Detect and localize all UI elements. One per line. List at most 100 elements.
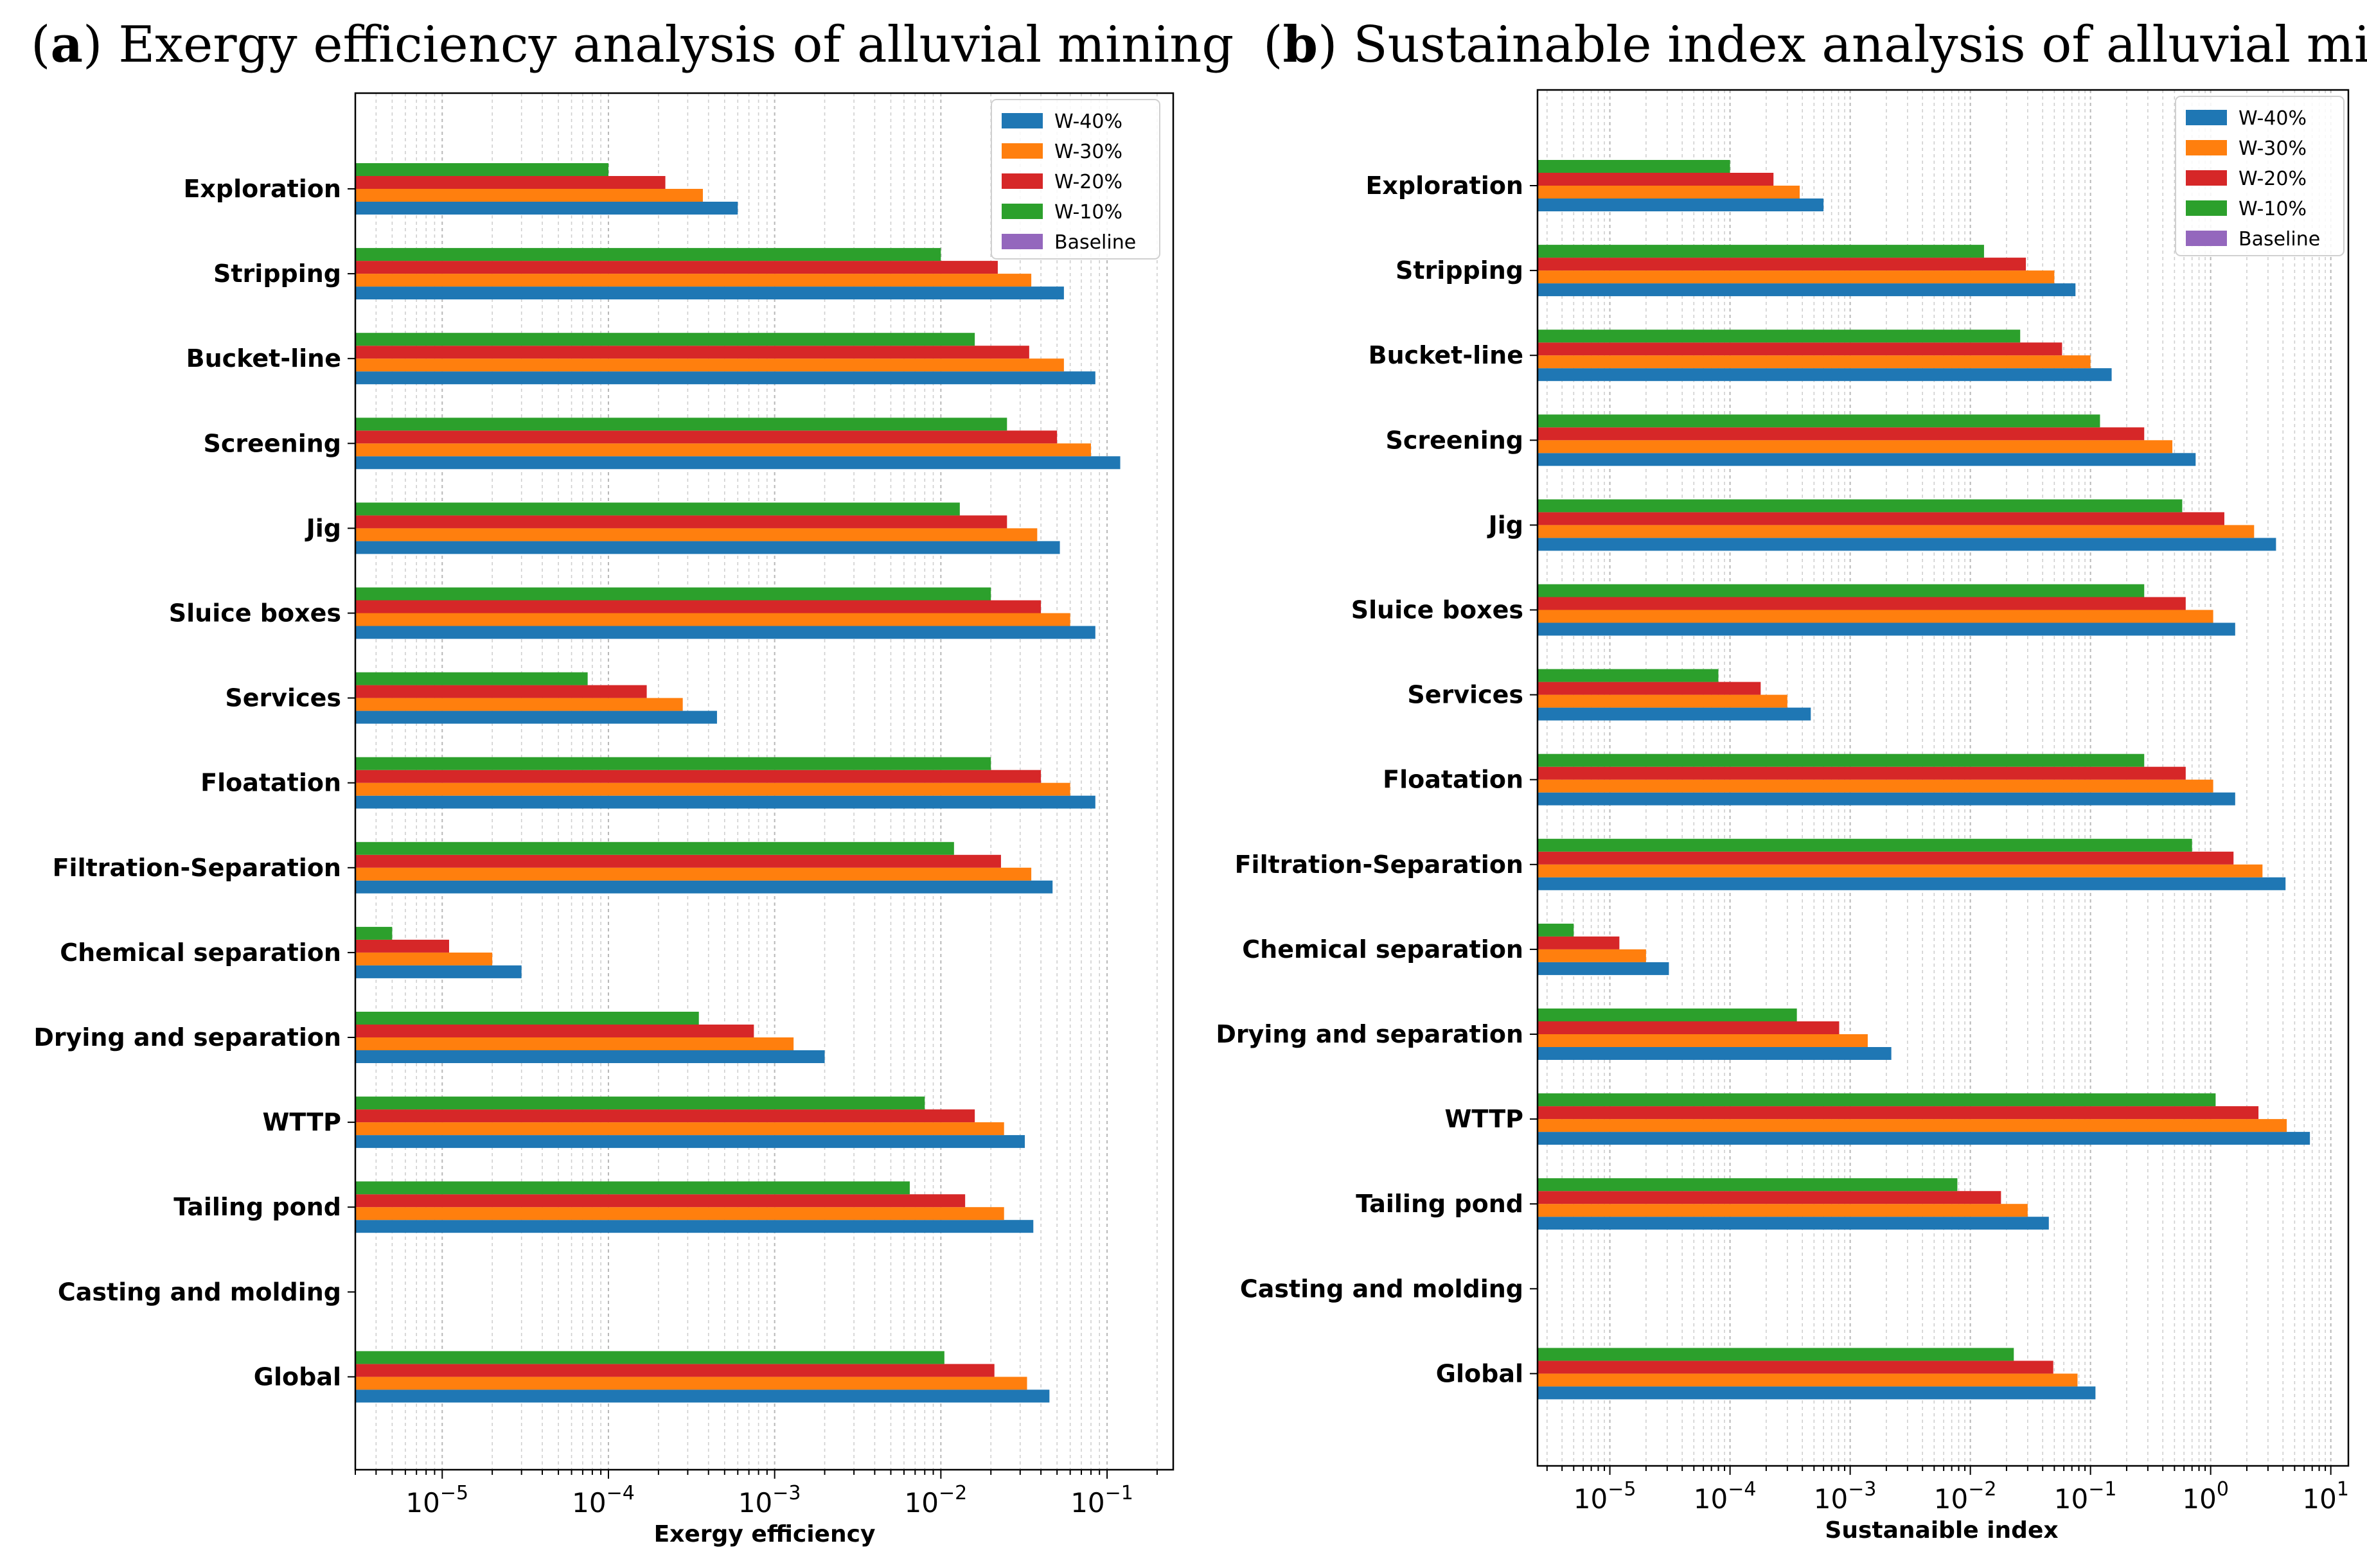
legend-swatch (2186, 140, 2227, 155)
bar-w-30pct-global (1538, 1373, 2078, 1387)
bar-w-20pct-sluice-boxes (1538, 597, 2186, 610)
bar-w-40pct-sluice-boxes (1538, 622, 2235, 636)
bar-w-10pct-screening (355, 418, 1007, 431)
bar-w-10pct-sluice-boxes (355, 587, 991, 601)
x-tick-label: 10−5 (1574, 1478, 1636, 1515)
bar-w-30pct-stripping (355, 274, 1032, 287)
bar-w-40pct-tailing-pond (355, 1220, 1034, 1233)
x-tick-label: 10−3 (738, 1482, 801, 1519)
category-label: Screening (1385, 426, 1523, 454)
bar-w-30pct-tailing-pond (1538, 1204, 2028, 1217)
legend-swatch (2186, 170, 2227, 186)
bar-w-20pct-global (1538, 1361, 2053, 1374)
legend-swatch (2186, 110, 2227, 125)
legend-swatch (1002, 113, 1043, 128)
panel-a-xlabel: Exergy efficiency (654, 1521, 876, 1547)
bar-w-20pct-floatation (1538, 766, 2186, 780)
bar-w-40pct-screening (1538, 453, 2196, 466)
category-label: Services (225, 684, 341, 712)
bar-w-30pct-wttp (355, 1122, 1004, 1136)
bar-w-30pct-tailing-pond (355, 1207, 1004, 1220)
category-label: Exploration (1365, 172, 1523, 200)
bar-w-30pct-services (1538, 694, 1787, 708)
bar-w-40pct-global (355, 1389, 1050, 1403)
bar-w-20pct-bucket-line (1538, 342, 2062, 356)
bar-w-20pct-floatation (355, 770, 1042, 783)
legend-swatch (1002, 204, 1043, 219)
bar-w-30pct-drying-and-separation (1538, 1034, 1868, 1047)
x-tick-label: 10−1 (2054, 1478, 2117, 1515)
category-label: Casting and molding (1240, 1274, 1523, 1303)
legend-label: W-30% (1054, 141, 1122, 163)
x-tick-label: 101 (2302, 1478, 2349, 1515)
x-tick-label: 10−2 (1934, 1478, 1997, 1515)
bar-w-30pct-exploration (1538, 186, 1800, 198)
bar-w-20pct-chemical-separation (355, 939, 449, 953)
category-label: Tailing pond (1356, 1190, 1523, 1218)
bar-w-10pct-drying-and-separation (355, 1012, 699, 1025)
bar-w-10pct-jig (1538, 499, 2183, 513)
x-tick-label: 100 (2182, 1478, 2229, 1515)
bar-w-10pct-floatation (1538, 753, 2145, 767)
bar-w-20pct-stripping (355, 261, 998, 274)
bar-w-30pct-global (355, 1377, 1027, 1390)
category-label: Filtration-Separation (1235, 850, 1523, 879)
category-label: Floatation (200, 769, 341, 797)
bar-w-30pct-jig (1538, 525, 2255, 538)
bar-w-40pct-screening (355, 456, 1121, 470)
category-label: Filtration-Separation (53, 854, 341, 882)
category-label: Stripping (1396, 256, 1523, 285)
bar-w-10pct-tailing-pond (1538, 1178, 1958, 1192)
bar-w-40pct-wttp (355, 1135, 1025, 1149)
category-label: Global (1436, 1359, 1523, 1387)
category-label: Sluice boxes (169, 599, 341, 628)
category-label: Sluice boxes (1351, 596, 1523, 624)
bar-w-40pct-jig (355, 541, 1060, 554)
bar-w-40pct-filtration-separation (355, 880, 1053, 894)
bar-w-10pct-stripping (355, 248, 941, 261)
legend-swatch (1002, 173, 1043, 189)
category-label: Casting and molding (58, 1278, 341, 1306)
bar-w-30pct-drying-and-separation (355, 1037, 794, 1050)
bar-w-30pct-floatation (1538, 779, 2213, 793)
plot-frame (354, 92, 1175, 1471)
legend-label: W-20% (2238, 168, 2307, 190)
legend-label: W-40% (2238, 107, 2307, 130)
category-label: Floatation (1383, 766, 1523, 794)
bar-w-20pct-services (355, 685, 647, 698)
panel-b-plot: Exploration Stripping Bucket-line Screening… (1216, 89, 2350, 1515)
bar-w-40pct-floatation (1538, 792, 2235, 806)
category-label: Chemical separation (1242, 935, 1523, 964)
bar-w-20pct-screening (355, 430, 1058, 444)
bar-w-20pct-bucket-line (355, 346, 1029, 359)
bar-w-20pct-jig (1538, 512, 2224, 525)
x-tick-label: 10−1 (1070, 1482, 1133, 1519)
bar-w-10pct-wttp (1538, 1093, 2216, 1107)
bar-w-10pct-tailing-pond (355, 1181, 910, 1195)
x-tick-label: 10−3 (1814, 1478, 1877, 1515)
bar-w-20pct-drying-and-separation (1538, 1021, 1840, 1034)
legend-label: W-20% (1054, 171, 1122, 193)
bar-w-40pct-global (1538, 1386, 2096, 1400)
legend-swatch (2186, 200, 2227, 216)
bar-w-20pct-exploration (355, 176, 666, 189)
bar-w-10pct-drying-and-separation (1538, 1009, 1797, 1021)
bar-w-20pct-exploration (1538, 173, 1774, 186)
bar-w-10pct-services (1538, 669, 1719, 682)
bar-w-40pct-sluice-boxes (355, 626, 1095, 639)
bar-w-20pct-global (355, 1364, 995, 1377)
bar-w-40pct-stripping (1538, 283, 2076, 297)
category-label: WTTP (263, 1108, 341, 1136)
bar-w-20pct-filtration-separation (1538, 851, 2234, 865)
bar-w-40pct-jig (1538, 538, 2276, 551)
category-label: Global (254, 1362, 341, 1391)
category-label: Jig (1487, 511, 1523, 539)
bar-w-20pct-wttp (1538, 1106, 2259, 1120)
bar-w-30pct-floatation (355, 782, 1070, 796)
bar-w-40pct-services (1538, 707, 1811, 721)
bar-w-30pct-sluice-boxes (1538, 610, 2213, 623)
bar-w-10pct-jig (355, 502, 960, 516)
bar-w-10pct-screening (1538, 414, 2100, 428)
legend-swatch (1002, 234, 1043, 249)
